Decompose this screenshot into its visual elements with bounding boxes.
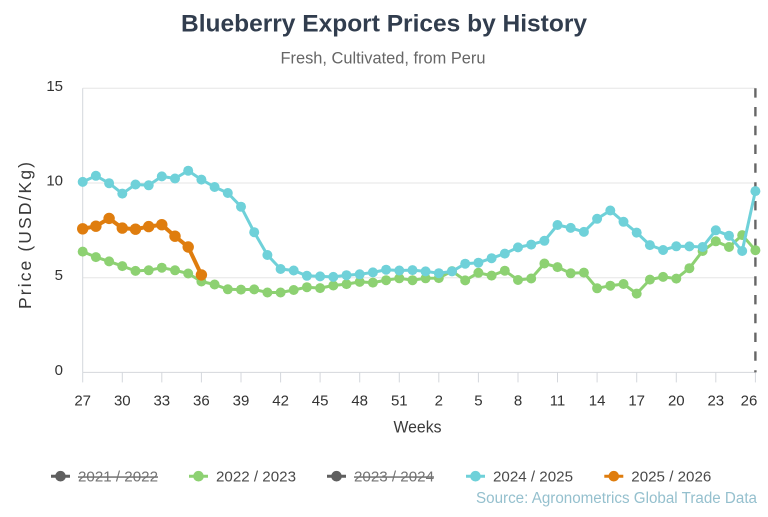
svg-text:10: 10 (46, 173, 63, 190)
svg-text:2023 / 2024: 2023 / 2024 (354, 468, 434, 485)
svg-text:20: 20 (668, 393, 685, 410)
svg-text:Fresh, Cultivated, from Peru: Fresh, Cultivated, from Peru (281, 49, 486, 68)
svg-text:15: 15 (46, 78, 63, 95)
svg-text:8: 8 (514, 393, 522, 410)
svg-text:36: 36 (193, 393, 210, 410)
svg-text:33: 33 (153, 393, 170, 410)
svg-text:Source: Agronometrics Global T: Source: Agronometrics Global Trade Data (476, 490, 757, 507)
svg-text:26: 26 (741, 393, 758, 410)
svg-text:2025 / 2026: 2025 / 2026 (631, 468, 711, 485)
svg-text:39: 39 (233, 393, 250, 410)
svg-text:23: 23 (707, 393, 724, 410)
svg-text:45: 45 (312, 393, 329, 410)
svg-text:2024 / 2025: 2024 / 2025 (493, 468, 573, 485)
svg-text:5: 5 (55, 267, 63, 284)
svg-text:48: 48 (351, 393, 368, 410)
svg-text:51: 51 (391, 393, 408, 410)
svg-text:11: 11 (550, 393, 566, 410)
svg-text:Blueberry Export Prices by His: Blueberry Export Prices by History (181, 11, 588, 38)
svg-text:17: 17 (628, 393, 645, 410)
svg-text:Weeks: Weeks (394, 418, 442, 437)
svg-text:Price (USD/Kg): Price (USD/Kg) (15, 162, 35, 309)
svg-text:27: 27 (74, 393, 91, 410)
svg-text:30: 30 (114, 393, 131, 410)
svg-text:14: 14 (589, 393, 606, 410)
svg-text:2: 2 (435, 393, 443, 410)
svg-text:5: 5 (474, 393, 482, 410)
svg-text:0: 0 (55, 362, 63, 379)
svg-text:2021 / 2022: 2021 / 2022 (78, 468, 158, 485)
svg-text:42: 42 (272, 393, 289, 410)
svg-text:2022 / 2023: 2022 / 2023 (216, 468, 296, 485)
